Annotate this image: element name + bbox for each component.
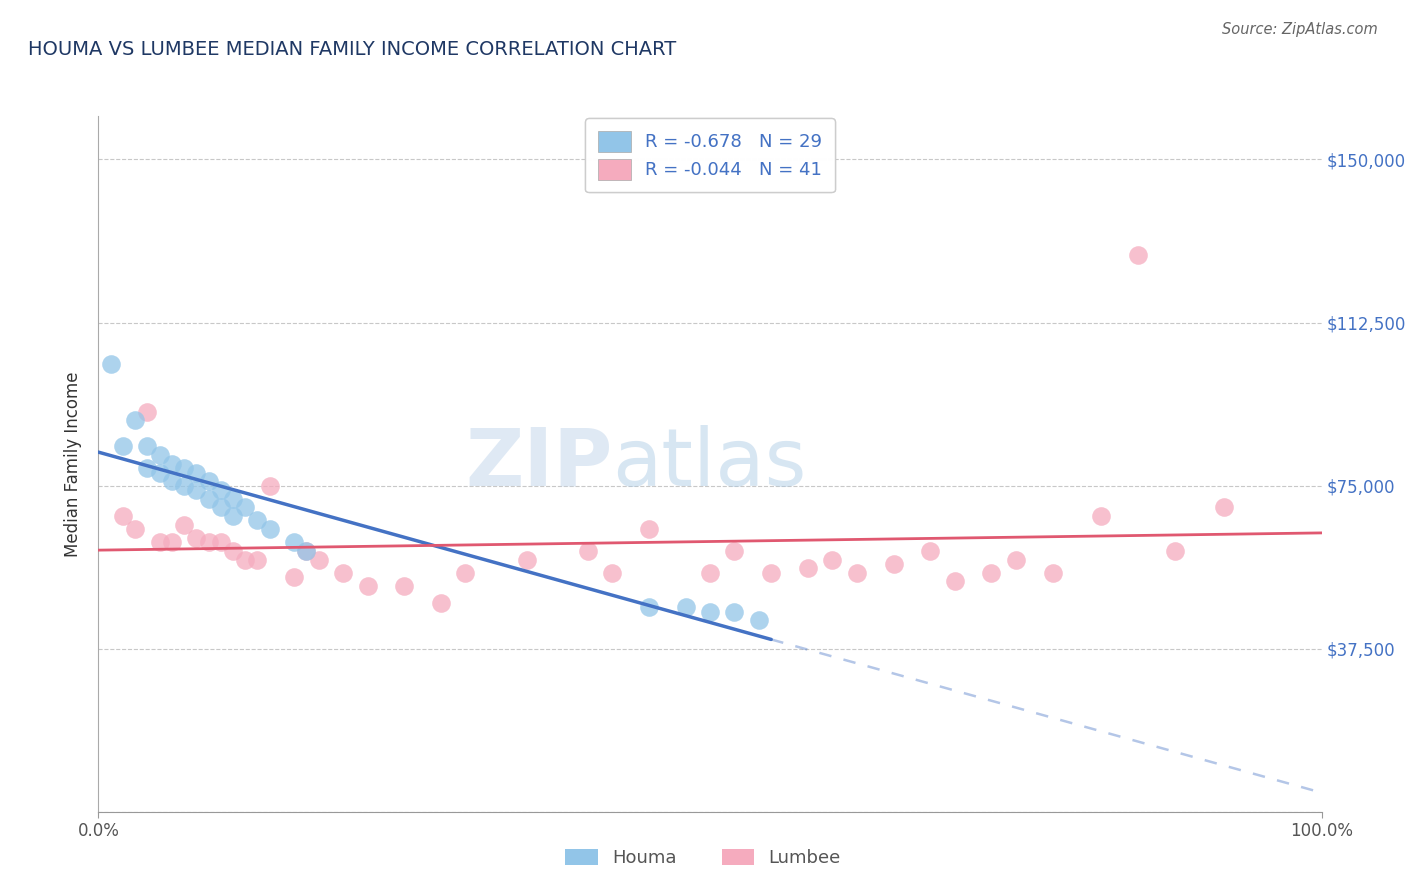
Point bbox=[283, 570, 305, 584]
Point bbox=[356, 579, 378, 593]
Point bbox=[1164, 544, 1187, 558]
Point bbox=[160, 535, 183, 549]
Point bbox=[173, 461, 195, 475]
Point bbox=[797, 561, 820, 575]
Point bbox=[454, 566, 477, 580]
Point bbox=[124, 413, 146, 427]
Point bbox=[186, 531, 208, 545]
Point bbox=[516, 552, 538, 566]
Point bbox=[295, 544, 318, 558]
Point bbox=[699, 566, 721, 580]
Point bbox=[308, 552, 330, 566]
Point bbox=[100, 357, 122, 371]
Point bbox=[920, 544, 942, 558]
Point bbox=[295, 544, 318, 558]
Point bbox=[638, 600, 661, 615]
Point bbox=[160, 457, 183, 471]
Point bbox=[883, 557, 905, 571]
Point bbox=[723, 544, 745, 558]
Point bbox=[136, 461, 159, 475]
Y-axis label: Median Family Income: Median Family Income bbox=[65, 371, 83, 557]
Point bbox=[430, 596, 453, 610]
Point bbox=[111, 508, 134, 523]
Point bbox=[675, 600, 697, 615]
Point bbox=[233, 500, 256, 515]
Point bbox=[111, 440, 134, 454]
Point bbox=[209, 535, 232, 549]
Point bbox=[197, 535, 219, 549]
Point bbox=[943, 574, 966, 589]
Point bbox=[222, 508, 245, 523]
Point bbox=[1090, 508, 1112, 523]
Point bbox=[1004, 552, 1026, 566]
Text: HOUMA VS LUMBEE MEDIAN FAMILY INCOME CORRELATION CHART: HOUMA VS LUMBEE MEDIAN FAMILY INCOME COR… bbox=[28, 40, 676, 59]
Point bbox=[222, 544, 245, 558]
Point bbox=[748, 614, 770, 628]
Point bbox=[283, 535, 305, 549]
Point bbox=[723, 605, 745, 619]
Point bbox=[186, 483, 208, 497]
Point bbox=[173, 478, 195, 492]
Point bbox=[136, 440, 159, 454]
Point bbox=[124, 522, 146, 536]
Point bbox=[259, 478, 281, 492]
Point bbox=[761, 566, 783, 580]
Point bbox=[392, 579, 416, 593]
Point bbox=[1212, 500, 1234, 515]
Legend: R = -0.678   N = 29, R = -0.044   N = 41: R = -0.678 N = 29, R = -0.044 N = 41 bbox=[585, 118, 835, 193]
Point bbox=[638, 522, 661, 536]
Text: Source: ZipAtlas.com: Source: ZipAtlas.com bbox=[1222, 22, 1378, 37]
Point bbox=[600, 566, 623, 580]
Point bbox=[246, 552, 269, 566]
Point bbox=[1042, 566, 1064, 580]
Point bbox=[246, 513, 269, 527]
Point bbox=[149, 466, 172, 480]
Point bbox=[149, 448, 172, 462]
Legend: Houma, Lumbee: Houma, Lumbee bbox=[558, 841, 848, 874]
Point bbox=[845, 566, 868, 580]
Text: ZIP: ZIP bbox=[465, 425, 612, 503]
Point bbox=[1128, 248, 1150, 262]
Point bbox=[149, 535, 172, 549]
Point bbox=[209, 500, 232, 515]
Point bbox=[222, 491, 245, 506]
Point bbox=[173, 517, 195, 532]
Point bbox=[821, 552, 844, 566]
Point bbox=[332, 566, 354, 580]
Point bbox=[980, 566, 1002, 580]
Point bbox=[197, 475, 219, 489]
Point bbox=[160, 475, 183, 489]
Text: atlas: atlas bbox=[612, 425, 807, 503]
Point bbox=[233, 552, 256, 566]
Point bbox=[186, 466, 208, 480]
Point bbox=[259, 522, 281, 536]
Point bbox=[209, 483, 232, 497]
Point bbox=[699, 605, 721, 619]
Point bbox=[197, 491, 219, 506]
Point bbox=[136, 405, 159, 419]
Point bbox=[576, 544, 599, 558]
